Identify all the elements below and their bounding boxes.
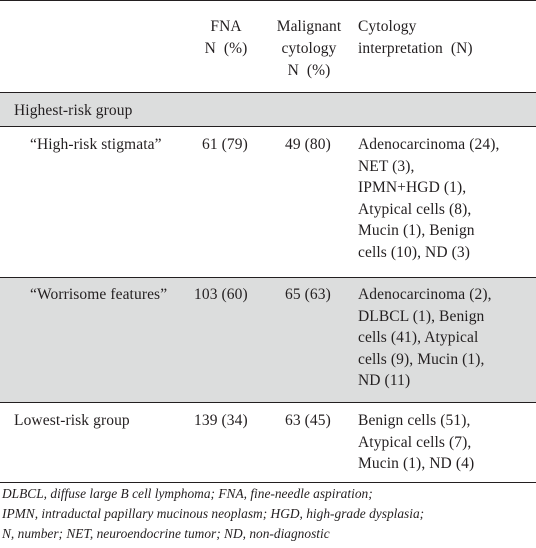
header-malignant: Malignant: [276, 18, 342, 35]
header-fna: FNA: [210, 18, 242, 35]
header-malignant-2: cytology: [281, 40, 337, 57]
row-malignant: 49 (80): [285, 136, 331, 153]
header-fna-unit: N (%): [204, 40, 248, 57]
row-rule: [0, 277, 536, 278]
row-fna: 139 (34): [194, 412, 248, 429]
row-cytology-line: cells (10), ND (3): [358, 243, 470, 261]
group-band: [0, 93, 536, 126]
group-rule: [0, 126, 536, 127]
row-fna: 103 (60): [194, 286, 248, 303]
row-cytology-line: cells (9), Mucin (1),: [358, 350, 485, 368]
table-footnote: DLBCL, diffuse large B cell lymphoma; FN…: [2, 484, 534, 544]
header-cytology-2: interpretation (N): [358, 40, 473, 57]
row-cytology-line: DLBCL (1), Benign: [358, 307, 485, 325]
footnote-line: IPMN, intraductal papillary mucinous neo…: [2, 506, 425, 521]
row-band: [0, 278, 536, 402]
row-malignant: 65 (63): [285, 286, 331, 303]
footnote-line: N, number; NET, neuroendocrine tumor; ND…: [2, 526, 330, 541]
header-rule: [0, 92, 536, 93]
row-label: “High-risk stigmata”: [30, 136, 162, 153]
row-label: “Worrisome features”: [30, 286, 168, 303]
row-cytology-line: Adenocarcinoma (24),: [358, 136, 500, 153]
header-malignant-unit: N (%): [287, 62, 331, 79]
row-rule: [0, 402, 536, 403]
row-cytology-line: Mucin (1), Benign: [358, 222, 475, 239]
footnote-line: DLBCL, diffuse large B cell lymphoma; FN…: [2, 486, 373, 501]
row-cytology-line: Atypical cells (8),: [358, 200, 472, 218]
row-cytology-line: cells (41), Atypical: [358, 329, 479, 346]
group-label-highest: Highest-risk group: [14, 102, 133, 119]
row-cytology-line: Mucin (1), ND (4): [358, 455, 475, 472]
row-cytology-line: IPMN+HGD (1),: [358, 179, 467, 196]
table-bottom-rule: [0, 482, 536, 483]
row-cytology-line: Benign cells (51),: [358, 412, 471, 429]
row-cytology-line: Adenocarcinoma (2),: [358, 286, 492, 303]
row-malignant: 63 (45): [285, 412, 331, 429]
row-label: Lowest-risk group: [14, 412, 130, 429]
row-fna: 61 (79): [202, 136, 248, 153]
table-top-rule: [0, 0, 536, 1]
row-cytology-line: NET (3),: [358, 157, 415, 175]
row-cytology-line: ND (11): [358, 372, 411, 389]
header-cytology: Cytology: [358, 18, 417, 35]
row-cytology-line: Atypical cells (7),: [358, 433, 472, 451]
